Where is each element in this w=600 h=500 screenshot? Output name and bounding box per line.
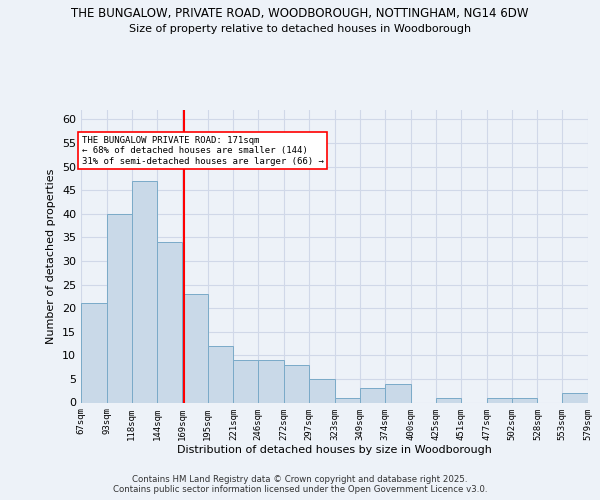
Bar: [335, 398, 360, 402]
X-axis label: Distribution of detached houses by size in Woodborough: Distribution of detached houses by size …: [177, 445, 492, 455]
Bar: [208, 346, 233, 403]
Bar: [487, 398, 512, 402]
Bar: [157, 242, 182, 402]
Bar: [512, 398, 538, 402]
Bar: [360, 388, 385, 402]
Bar: [562, 393, 588, 402]
Bar: [436, 398, 461, 402]
Bar: [131, 181, 157, 402]
Y-axis label: Number of detached properties: Number of detached properties: [46, 168, 56, 344]
Text: THE BUNGALOW PRIVATE ROAD: 171sqm
← 68% of detached houses are smaller (144)
31%: THE BUNGALOW PRIVATE ROAD: 171sqm ← 68% …: [82, 136, 324, 166]
Text: Size of property relative to detached houses in Woodborough: Size of property relative to detached ho…: [129, 24, 471, 34]
Bar: [107, 214, 131, 402]
Bar: [182, 294, 208, 403]
Bar: [385, 384, 411, 402]
Bar: [81, 304, 107, 402]
Text: Contains HM Land Registry data © Crown copyright and database right 2025.
Contai: Contains HM Land Registry data © Crown c…: [113, 474, 487, 494]
Bar: [309, 379, 335, 402]
Bar: [284, 365, 309, 403]
Text: THE BUNGALOW, PRIVATE ROAD, WOODBOROUGH, NOTTINGHAM, NG14 6DW: THE BUNGALOW, PRIVATE ROAD, WOODBOROUGH,…: [71, 8, 529, 20]
Bar: [233, 360, 258, 403]
Bar: [258, 360, 284, 403]
